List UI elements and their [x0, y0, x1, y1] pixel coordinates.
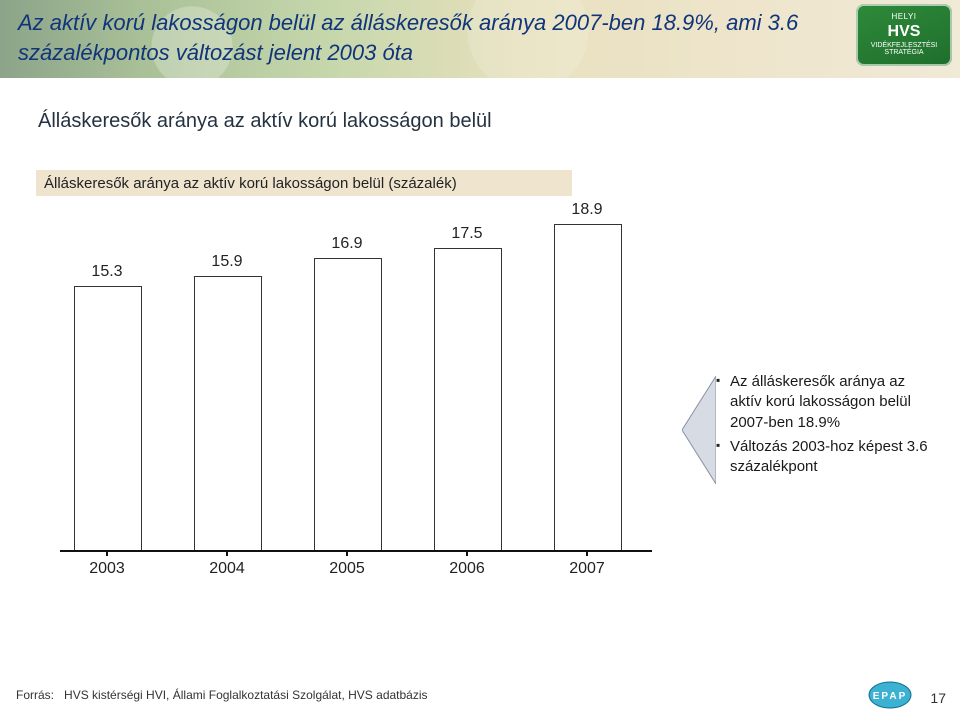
- logo-line2: HVS: [888, 23, 921, 41]
- x-tick-mark: [466, 550, 468, 556]
- x-tick-label: 2006: [427, 560, 507, 578]
- x-tick-mark: [346, 550, 348, 556]
- x-tick-mark: [106, 550, 108, 556]
- callout-box: Az álláskeresők aránya az aktív korú lak…: [716, 372, 932, 481]
- bar: [314, 258, 382, 550]
- source-label: Forrás:: [16, 688, 54, 702]
- bar-chart: 15.3 2003 15.9 2004 16.9 2005 17.5 2006 18.9 2007: [36, 196, 676, 586]
- bar: [194, 276, 262, 550]
- source-line: Forrás: HVS kistérségi HVI, Állami Fogla…: [16, 688, 428, 702]
- x-tick-mark: [586, 550, 588, 556]
- chart-title: Álláskeresők aránya az aktív korú lakoss…: [36, 170, 572, 196]
- bar: [74, 286, 142, 550]
- bar-value-label: 17.5: [427, 225, 507, 243]
- bar: [434, 248, 502, 550]
- section-subtitle: Álláskeresők aránya az aktív korú lakoss…: [38, 110, 492, 133]
- page-title: Az aktív korú lakosságon belül az állásk…: [18, 8, 838, 67]
- logo-line1: HELYI: [891, 13, 916, 22]
- footer-logo: EPAP: [868, 680, 912, 710]
- bar-value-label: 15.3: [67, 263, 147, 281]
- x-tick-label: 2003: [67, 560, 147, 578]
- callout-list: Az álláskeresők aránya az aktív korú lak…: [716, 372, 932, 477]
- x-tick-mark: [226, 550, 228, 556]
- svg-text:EPAP: EPAP: [873, 691, 908, 702]
- bar-value-label: 18.9: [547, 201, 627, 219]
- bar: [554, 224, 622, 550]
- x-tick-label: 2005: [307, 560, 387, 578]
- callout-bullet: Az álláskeresők aránya az aktív korú lak…: [730, 372, 932, 433]
- logo-line3: VIDÉKFEJLESZTÉSI STRATÉGIA: [856, 42, 952, 57]
- source-text: HVS kistérségi HVI, Állami Foglalkoztatá…: [64, 688, 428, 702]
- callout-pointer-icon: [682, 376, 716, 484]
- brand-logo: HELYI HVS VIDÉKFEJLESZTÉSI STRATÉGIA: [856, 4, 952, 66]
- bar-value-label: 15.9: [187, 253, 267, 271]
- page-number: 17: [930, 690, 946, 706]
- bar-value-label: 16.9: [307, 235, 387, 253]
- x-tick-label: 2004: [187, 560, 267, 578]
- callout-bullet: Változás 2003-hoz képest 3.6 százalékpon…: [730, 437, 932, 478]
- x-tick-label: 2007: [547, 560, 627, 578]
- plot-area: 15.3200315.9200416.9200517.5200618.92007: [60, 206, 652, 552]
- page-title-wrap: Az aktív korú lakosságon belül az állásk…: [18, 8, 838, 67]
